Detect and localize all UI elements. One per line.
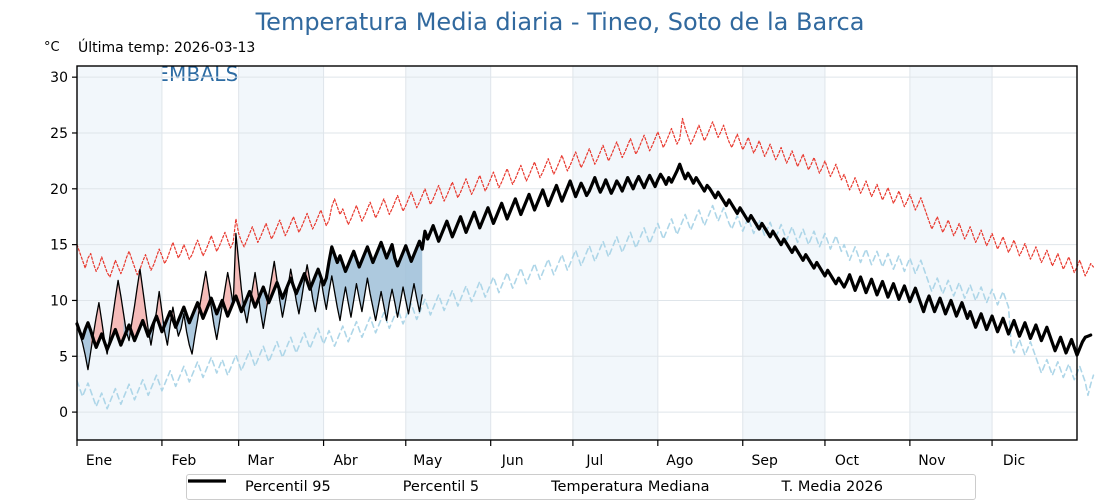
- legend-swatch-icon: [188, 480, 395, 493]
- y-tick-label: 0: [59, 405, 68, 421]
- x-tick-label: Oct: [835, 453, 860, 469]
- month-band: [742, 66, 825, 440]
- y-tick-label: 15: [50, 238, 68, 254]
- legend-label: Percentil 95: [245, 479, 331, 495]
- month-band: [909, 66, 993, 440]
- x-tick-label: Dic: [1003, 453, 1025, 469]
- legend-item-temperatura-mediana[interactable]: Temperatura Mediana: [188, 479, 710, 495]
- y-tick-label: 25: [50, 126, 68, 142]
- x-tick-label: Nov: [918, 453, 945, 469]
- x-tick-label: Abr: [333, 453, 357, 469]
- series-line-t-media-2026: [76, 232, 423, 371]
- x-tick-label: Ene: [86, 453, 112, 469]
- legend-item-percentil-5[interactable]: Percentil 5: [188, 479, 480, 495]
- x-tick-label: Jul: [585, 453, 603, 469]
- legend-label: Temperatura Mediana: [551, 479, 710, 495]
- y-tick-label: 5: [59, 349, 68, 365]
- x-tick-label: Feb: [172, 453, 197, 469]
- x-tick-label: May: [413, 453, 442, 469]
- chart-legend: Percentil 95 Percentil 5 Temperatura Media…: [186, 474, 976, 500]
- legend-label: T. Media 2026: [781, 479, 883, 495]
- legend-swatch-icon: [188, 479, 543, 493]
- plot-frame: [76, 65, 1078, 441]
- x-tick-label: Sep: [752, 453, 779, 469]
- fill-above-median: [249, 272, 261, 312]
- x-tick-label: Jun: [501, 453, 524, 469]
- y-tick-label: 10: [50, 293, 68, 309]
- x-tick-label: Mar: [247, 453, 274, 469]
- month-band: [238, 66, 324, 440]
- last-temp-label: Última temp: 2026-03-13: [78, 40, 256, 56]
- x-tick-label: Ago: [666, 453, 693, 469]
- y-axis-unit-label: °C: [44, 40, 60, 55]
- page-title: Temperatura Media diaria - Tineo, Soto d…: [255, 8, 865, 36]
- series-line-percentil-5: [76, 204, 1095, 410]
- legend-item-t-media-2026[interactable]: T. Media 2026: [188, 479, 883, 495]
- month-band: [77, 66, 162, 440]
- series-line-temperatura-mediana: [75, 162, 1093, 357]
- series-line-percentil-95: [76, 117, 1095, 278]
- legend-swatch-icon: [188, 480, 774, 493]
- y-tick-label: 30: [50, 70, 68, 86]
- legend-label: Percentil 5: [402, 479, 480, 495]
- y-tick-label: 20: [50, 182, 68, 198]
